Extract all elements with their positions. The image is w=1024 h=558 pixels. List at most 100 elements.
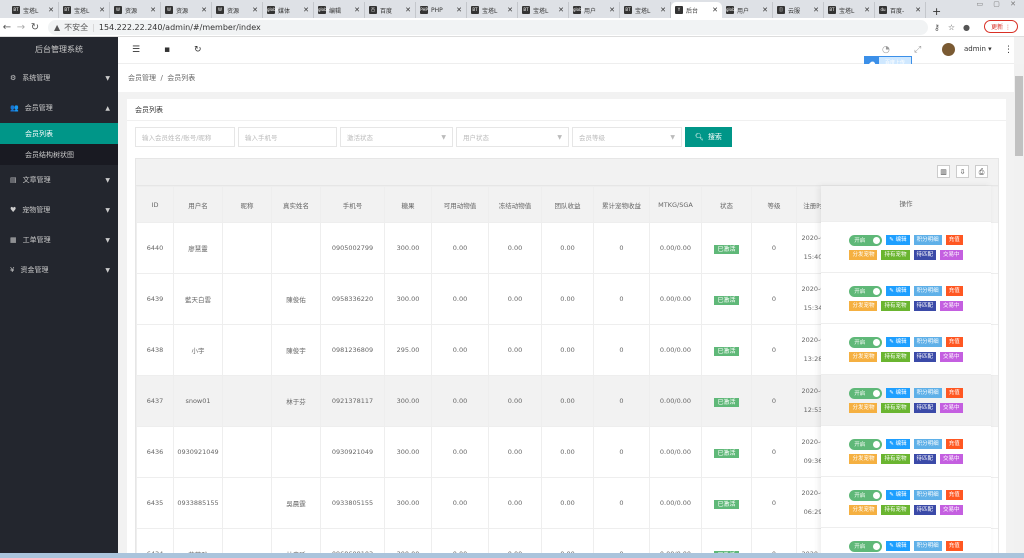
browser-tab[interactable]: 百百度 ✕: [365, 2, 416, 18]
holding-pet-button[interactable]: 持有宠物: [881, 504, 910, 515]
close-tab-icon[interactable]: ✕: [252, 6, 258, 14]
close-tab-icon[interactable]: ✕: [99, 6, 105, 14]
close-tab-icon[interactable]: ✕: [915, 6, 921, 14]
recharge-button[interactable]: 充值: [945, 439, 963, 449]
pending-match-button[interactable]: 待匹配: [913, 249, 937, 260]
status-toggle[interactable]: 开启: [849, 336, 883, 348]
sidebar-item-funds[interactable]: ¥ 资金管理 ▼: [10, 266, 110, 274]
browser-tab[interactable]: PHP PHP ✕: [416, 2, 467, 18]
browser-tab[interactable]: BT 宝塔L ✕: [467, 2, 518, 18]
close-tab-icon[interactable]: ✕: [507, 6, 513, 14]
sidebar-item-articles[interactable]: ▤ 文章管理 ▼: [10, 176, 110, 184]
browser-tab[interactable]: BT 宝塔L ✕: [518, 2, 569, 18]
distribute-pet-button[interactable]: 分发宠物: [849, 351, 878, 362]
menu-toggle-icon[interactable]: ☰: [132, 45, 141, 55]
recharge-button[interactable]: 充值: [945, 337, 963, 347]
edit-button[interactable]: ✎ 编辑: [886, 286, 910, 296]
browser-tab[interactable]: globe 用户 ✕: [569, 2, 620, 18]
close-tab-icon[interactable]: ✕: [405, 6, 411, 14]
close-tab-icon[interactable]: ✕: [712, 6, 718, 14]
trading-button[interactable]: 交易中: [940, 300, 963, 311]
distribute-pet-button[interactable]: 分发宠物: [849, 300, 878, 311]
status-toggle[interactable]: 开启: [849, 285, 883, 297]
edit-button[interactable]: ✎ 编辑: [886, 439, 910, 449]
close-tab-icon[interactable]: ✕: [48, 6, 54, 14]
status-toggle[interactable]: 开启: [849, 438, 883, 450]
pending-match-button[interactable]: 待匹配: [913, 402, 937, 413]
trading-button[interactable]: 交易中: [940, 453, 963, 464]
table-row[interactable]: 6439 藍天白雲 陳俊佑 0958336220 300.00 0.00 0.00 0.00 0…: [136, 273, 998, 325]
close-tab-icon[interactable]: ✕: [609, 6, 615, 14]
edit-button[interactable]: ✎ 编辑: [886, 388, 910, 398]
refresh-icon[interactable]: ↻: [194, 45, 202, 55]
avatar[interactable]: [942, 43, 955, 56]
recharge-button[interactable]: 充值: [945, 388, 963, 398]
user-menu[interactable]: admin ▾: [964, 45, 992, 53]
points-detail-button[interactable]: 积分明细: [913, 337, 942, 347]
holding-pet-button[interactable]: 持有宠物: [881, 402, 910, 413]
close-tab-icon[interactable]: ✕: [456, 6, 462, 14]
breadcrumb-item[interactable]: 会员管理: [128, 74, 156, 82]
distribute-pet-button[interactable]: 分发宠物: [849, 249, 878, 260]
distribute-pet-button[interactable]: 分发宠物: [849, 453, 878, 464]
distribute-pet-button[interactable]: 分发宠物: [849, 504, 878, 515]
points-detail-button[interactable]: 积分明细: [913, 541, 942, 551]
close-tab-icon[interactable]: ✕: [150, 6, 156, 14]
trading-button[interactable]: 交易中: [940, 402, 963, 413]
status-toggle[interactable]: 开启: [849, 234, 883, 246]
close-tab-icon[interactable]: ✕: [201, 6, 207, 14]
update-button[interactable]: 更新 ⋮: [984, 20, 1018, 33]
key-icon[interactable]: ⚷: [934, 22, 940, 32]
status-toggle[interactable]: 开启: [849, 540, 883, 552]
page-scrollbar[interactable]: [1014, 64, 1024, 558]
pending-match-button[interactable]: 待匹配: [913, 453, 937, 464]
profile-icon[interactable]: ●: [963, 22, 971, 32]
edit-button[interactable]: ✎ 编辑: [886, 541, 910, 551]
browser-tab[interactable]: BT 宝塔L ✕: [59, 2, 110, 18]
close-tab-icon[interactable]: ✕: [813, 6, 819, 14]
browser-tab[interactable]: BT 宝塔L ✕: [824, 2, 875, 18]
trading-button[interactable]: 交易中: [940, 249, 963, 260]
browser-tab[interactable]: BT 宝塔L ✕: [620, 2, 671, 18]
close-tab-icon[interactable]: ✕: [558, 6, 564, 14]
holding-pet-button[interactable]: 持有宠物: [881, 351, 910, 362]
points-detail-button[interactable]: 积分明细: [913, 490, 942, 500]
browser-tab[interactable]: [] 云服 ✕: [773, 2, 824, 18]
browser-tab[interactable]: W 资源 ✕: [110, 2, 161, 18]
sidebar-item-pets[interactable]: ♥ 宠物管理 ▼: [10, 206, 110, 214]
sidebar-item-system[interactable]: ⚙ 系统管理 ▼: [10, 74, 110, 82]
browser-tab[interactable]: globe 媒体 ✕: [263, 2, 314, 18]
holding-pet-button[interactable]: 持有宠物: [881, 453, 910, 464]
browser-tab[interactable]: W 资源 ✕: [212, 2, 263, 18]
points-detail-button[interactable]: 积分明细: [913, 286, 942, 296]
table-row[interactable]: 6434蘇芊雅林彥廷0968608103300.000.000.000.0000…: [136, 528, 998, 557]
recharge-button[interactable]: 充值: [945, 490, 963, 500]
points-detail-button[interactable]: 积分明细: [913, 439, 942, 449]
window-controls[interactable]: ▭ ▢ ✕: [976, 0, 1020, 8]
browser-tab[interactable]: W 资源 ✕: [161, 2, 212, 18]
search-button[interactable]: 🔍︎ 搜索: [685, 127, 732, 147]
close-tab-icon[interactable]: ✕: [864, 6, 870, 14]
columns-icon[interactable]: ▥: [937, 165, 950, 178]
message-icon[interactable]: ▪: [164, 45, 171, 55]
theme-icon[interactable]: ◔: [882, 45, 890, 55]
distribute-pet-button[interactable]: 分发宠物: [849, 402, 878, 413]
status-toggle[interactable]: 开启: [849, 489, 883, 501]
browser-tab[interactable]: globe 编辑 ✕: [314, 2, 365, 18]
phone-input[interactable]: 输入手机号: [238, 127, 337, 147]
activation-status-select[interactable]: 激活状态 ▼: [340, 127, 453, 147]
browser-tab[interactable]: globe 用户 ✕: [722, 2, 773, 18]
browser-tab[interactable]: du 百度- ✕: [875, 2, 926, 18]
recharge-button[interactable]: 充值: [945, 286, 963, 296]
edit-button[interactable]: ✎ 编辑: [886, 235, 910, 245]
back-icon[interactable]: ←: [2, 21, 12, 33]
browser-tab[interactable]: Y 后台 ✕: [671, 2, 722, 18]
close-tab-icon[interactable]: ✕: [660, 6, 666, 14]
edit-button[interactable]: ✎ 编辑: [886, 337, 910, 347]
close-tab-icon[interactable]: ✕: [762, 6, 768, 14]
user-status-select[interactable]: 用户状态 ▼: [456, 127, 569, 147]
status-toggle[interactable]: 开启: [849, 387, 883, 399]
print-icon[interactable]: ⎙: [975, 165, 988, 178]
pending-match-button[interactable]: 待匹配: [913, 300, 937, 311]
forward-icon[interactable]: →: [16, 21, 26, 33]
